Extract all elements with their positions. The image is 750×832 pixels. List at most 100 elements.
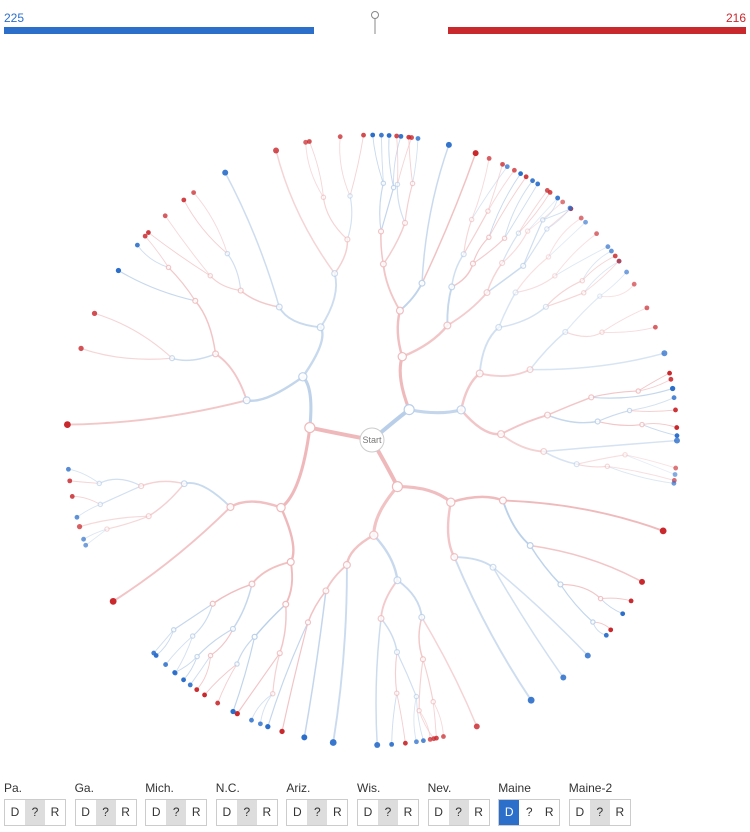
outcome-dot bbox=[172, 670, 178, 676]
branch bbox=[460, 409, 502, 436]
toggle-button[interactable]: R bbox=[262, 805, 272, 819]
toggle-button[interactable]: D bbox=[81, 805, 90, 819]
outcome-dot bbox=[379, 132, 384, 138]
tree-node bbox=[626, 407, 633, 414]
tree-node bbox=[485, 208, 491, 214]
toggle-button[interactable]: ? bbox=[25, 800, 45, 825]
outcome-dot bbox=[215, 700, 221, 706]
branch bbox=[543, 450, 577, 465]
toggle-group: D? R bbox=[74, 799, 137, 826]
branch bbox=[349, 135, 364, 197]
branch bbox=[380, 618, 398, 653]
outcome-dot bbox=[672, 472, 678, 477]
branch bbox=[529, 331, 566, 371]
branch bbox=[607, 465, 675, 481]
branch bbox=[212, 583, 253, 605]
branch bbox=[487, 164, 503, 212]
branch bbox=[432, 701, 437, 739]
tree-node bbox=[489, 563, 497, 571]
branch bbox=[504, 180, 533, 239]
branch bbox=[599, 271, 627, 297]
tree-node bbox=[557, 581, 564, 588]
outcome-dot bbox=[674, 425, 680, 430]
tree-node bbox=[251, 633, 258, 640]
branch bbox=[168, 267, 196, 302]
toggle-button[interactable]: R bbox=[403, 805, 413, 819]
toggle-button[interactable]: ? bbox=[448, 800, 469, 825]
branch bbox=[547, 414, 598, 424]
tree-node bbox=[443, 321, 452, 330]
toggle-button[interactable]: D bbox=[499, 800, 520, 825]
toggle-button[interactable]: D bbox=[363, 805, 373, 819]
branch bbox=[601, 326, 656, 333]
outcome-dot bbox=[389, 741, 395, 747]
outcome-dot bbox=[257, 721, 263, 727]
branch bbox=[68, 468, 100, 484]
toggle-button[interactable]: ? bbox=[378, 800, 398, 825]
branch bbox=[515, 275, 556, 294]
toggle-button[interactable]: ? bbox=[525, 805, 533, 819]
branch bbox=[607, 465, 674, 484]
branch bbox=[418, 617, 424, 660]
toggle-button[interactable]: ? bbox=[589, 800, 610, 825]
branch bbox=[600, 598, 623, 615]
branch bbox=[454, 556, 494, 569]
tree-node bbox=[588, 394, 595, 401]
branch bbox=[504, 183, 539, 239]
branch bbox=[319, 273, 338, 328]
branch bbox=[554, 233, 597, 277]
branch bbox=[224, 172, 280, 308]
branch bbox=[500, 433, 544, 453]
toggle-button[interactable]: R bbox=[50, 805, 60, 819]
tree-node bbox=[594, 418, 601, 425]
branch bbox=[450, 495, 504, 504]
tree-node bbox=[604, 463, 611, 470]
outcome-dot bbox=[69, 494, 75, 499]
branch bbox=[196, 655, 211, 690]
tree-node bbox=[316, 323, 325, 332]
tree-node bbox=[483, 289, 491, 297]
toggle-button[interactable]: ? bbox=[166, 800, 187, 825]
toggle-button[interactable]: ? bbox=[95, 800, 116, 825]
toggle-button[interactable]: D bbox=[575, 805, 585, 819]
branch bbox=[204, 663, 238, 696]
branch bbox=[545, 292, 584, 308]
toggle-button[interactable]: D bbox=[293, 805, 302, 819]
state-group: Nev. D? R bbox=[427, 781, 490, 826]
toggle-button[interactable]: R bbox=[121, 805, 130, 819]
toggle-button[interactable]: R bbox=[333, 805, 342, 819]
toggle-button[interactable]: ? bbox=[236, 800, 257, 825]
tree-node bbox=[498, 496, 507, 505]
branch bbox=[486, 262, 503, 293]
branch bbox=[641, 423, 677, 428]
branch bbox=[322, 197, 348, 240]
outcome-dot bbox=[109, 597, 117, 605]
outcome-dot bbox=[181, 197, 187, 203]
toggle-button[interactable]: D bbox=[151, 805, 161, 819]
state-group: Ariz. D? R bbox=[286, 781, 349, 826]
state-group: N.C. D? R bbox=[215, 781, 278, 826]
branch bbox=[463, 219, 473, 255]
outcome-dot bbox=[230, 708, 236, 715]
branch bbox=[308, 141, 324, 198]
toggle-button[interactable]: D bbox=[222, 805, 232, 819]
toggle-button[interactable]: R bbox=[474, 805, 483, 819]
branch bbox=[173, 603, 214, 631]
toggle-button[interactable]: ? bbox=[307, 800, 328, 825]
toggle-button[interactable]: D bbox=[10, 805, 20, 819]
branch bbox=[522, 219, 544, 267]
tree-node bbox=[194, 653, 200, 660]
branch bbox=[446, 291, 488, 327]
toggle-button[interactable]: R bbox=[544, 805, 554, 819]
branch bbox=[576, 454, 626, 465]
branch bbox=[183, 199, 228, 254]
branch bbox=[592, 621, 612, 631]
toggle-button[interactable]: D bbox=[434, 805, 443, 819]
branch bbox=[171, 353, 216, 362]
toggle-button[interactable]: R bbox=[615, 805, 625, 819]
tree-node bbox=[237, 287, 244, 294]
branch bbox=[548, 221, 586, 258]
toggle-button[interactable]: R bbox=[191, 805, 201, 819]
outcome-dot bbox=[78, 345, 84, 352]
branch bbox=[79, 515, 149, 528]
